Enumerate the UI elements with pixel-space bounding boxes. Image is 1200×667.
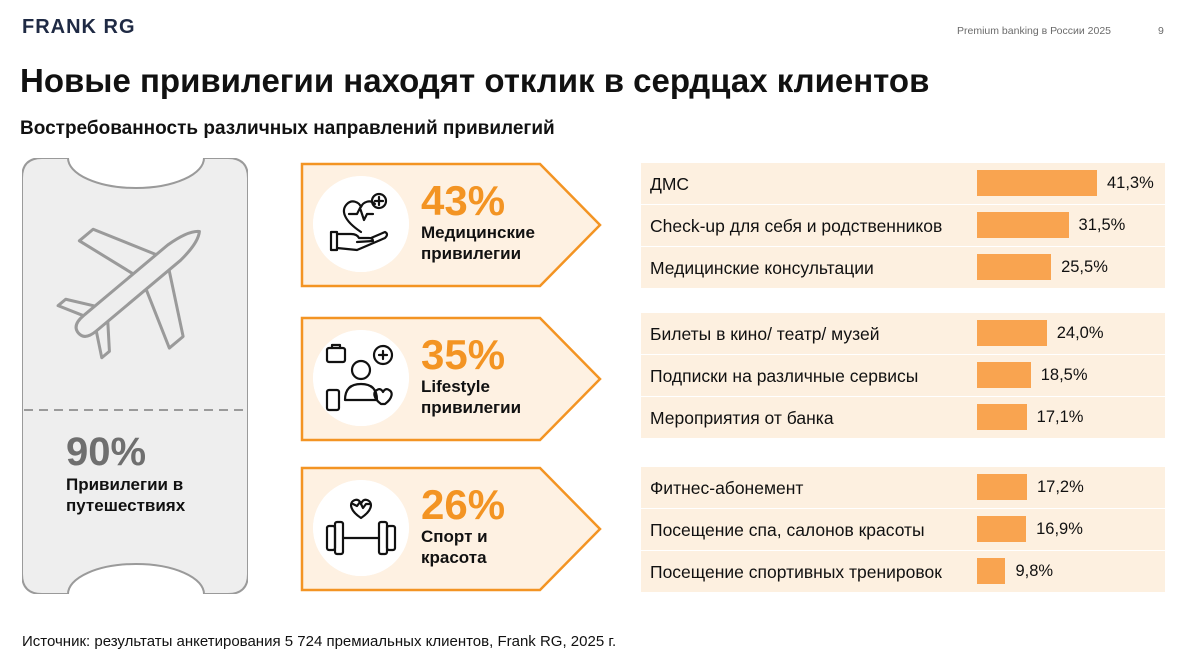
bar-value: 31,5% (1078, 216, 1126, 234)
bar (977, 474, 1027, 500)
bar (977, 254, 1052, 280)
travel-ticket (22, 158, 248, 594)
category-label-lifestyle: Lifestyle привилегии (421, 377, 522, 417)
row-background (641, 551, 1165, 592)
bar-label: Билеты в кино/ театр/ музей (650, 324, 880, 344)
page-number: 9 (1158, 25, 1164, 37)
bar (977, 516, 1027, 542)
bar-value: 9,8% (1015, 562, 1054, 580)
category-label-sport: Спорт и красота (421, 527, 488, 567)
bar-value: 41,3% (1107, 174, 1154, 192)
row-background (641, 397, 1165, 438)
bar (977, 320, 1047, 346)
bar (977, 170, 1097, 196)
bar-label: Фитнес-абонемент (650, 478, 804, 498)
bar-label: Посещение спа, салонов красоты (650, 520, 925, 540)
bar-value: 17,1% (1036, 408, 1084, 426)
bar-label: Подписки на различные сервисы (650, 366, 919, 386)
row-background (641, 467, 1165, 508)
travel-percent: 90% (66, 430, 147, 474)
bar-label: ДМС (650, 174, 690, 194)
bar (977, 404, 1027, 430)
chart-subtitle: Востребованность различных направлений п… (20, 118, 555, 139)
health-hand-icon (313, 176, 409, 272)
row-background (641, 247, 1165, 288)
bar-value: 25,5% (1061, 258, 1108, 276)
category-percent-medical: 43% (421, 177, 506, 224)
bar-label: Медицинские консультации (650, 258, 874, 278)
category-label-medical: Медицинские привилегии (421, 223, 535, 263)
category-percent-lifestyle: 35% (421, 331, 506, 378)
bar-value: 17,2% (1036, 478, 1084, 496)
row-background (641, 509, 1165, 550)
document-title: Premium banking в России 2025 (957, 25, 1112, 37)
category-percent-sport: 26% (421, 481, 506, 528)
bar-label: Посещение спортивных тренировок (650, 562, 942, 582)
company-logo: FRANK RG (22, 16, 136, 38)
row-background (641, 205, 1165, 246)
bar-label: Мероприятия от банка (650, 408, 834, 428)
travel-label: Привилегии в путешествиях (66, 475, 186, 515)
lifestyle-person-icon (313, 330, 409, 426)
row-background (641, 313, 1165, 354)
dumbbell-heart-icon (313, 480, 409, 576)
bar (977, 558, 1006, 584)
bar-value: 18,5% (1040, 366, 1088, 384)
bar-value: 24,0% (1056, 324, 1104, 342)
bar (977, 362, 1031, 388)
source-note: Источник: результаты анкетирования 5 724… (22, 633, 617, 650)
bar-label: Check-up для себя и родственников (650, 216, 943, 236)
airplane-icon (56, 227, 201, 360)
bar (977, 212, 1069, 238)
page-title: Новые привилегии находят отклик в сердца… (20, 62, 930, 99)
bar-value: 16,9% (1036, 520, 1083, 538)
row-background (641, 355, 1165, 396)
